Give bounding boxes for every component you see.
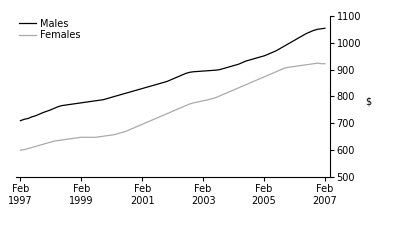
Males [161,81,166,84]
Females [255,79,260,81]
Females [101,135,106,138]
Females [104,134,109,137]
Line: Males: Males [21,28,325,121]
Males [322,27,327,30]
Males [89,100,94,103]
Legend: Males, Females: Males, Females [19,19,81,40]
Males [18,119,23,122]
Females [315,62,320,64]
Males [101,98,106,101]
Females [18,149,23,152]
Females [322,62,327,65]
Males [255,57,260,59]
Males [104,97,109,100]
Males [262,54,267,57]
Females [262,75,267,78]
Y-axis label: $: $ [365,96,371,106]
Females [89,136,94,139]
Females [161,114,166,117]
Line: Females: Females [21,63,325,150]
